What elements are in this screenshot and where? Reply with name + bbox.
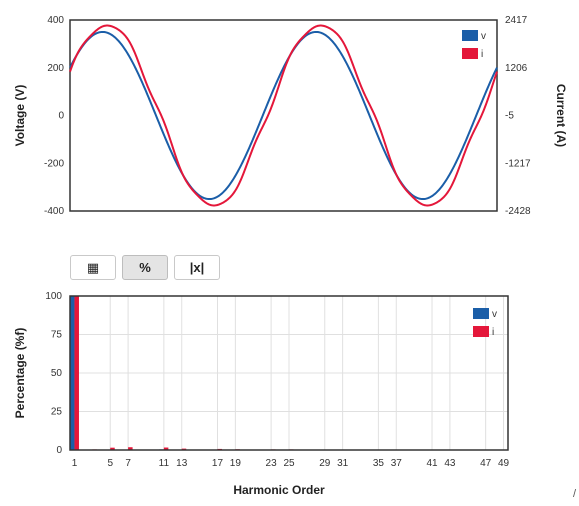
legend-label-v: v (481, 31, 486, 42)
y-tick-label: 25 (51, 407, 63, 418)
y-tick-label: 200 (47, 63, 64, 74)
absolute-view-button[interactable]: |x| (174, 255, 220, 280)
x-tick-label: 43 (444, 458, 456, 469)
x-tick-label: 25 (283, 458, 295, 469)
y2-tick-label: -5 (505, 111, 514, 122)
legend-swatch-i (473, 326, 489, 337)
y2-tick-label: -1217 (505, 158, 531, 169)
x-tick-label: 13 (176, 458, 188, 469)
y-tick-label: 0 (58, 111, 64, 122)
legend-swatch-v (473, 308, 489, 319)
percent-icon: % (139, 260, 151, 275)
y-tick-label: 75 (51, 330, 63, 341)
plot-frame (69, 295, 509, 451)
table-icon: ▦ (86, 259, 100, 275)
series-line-v (69, 30, 498, 201)
y-axis-title: Percentage (%f) (13, 328, 27, 419)
x-tick-label: 1 (72, 458, 78, 469)
x-tick-label: 47 (480, 458, 492, 469)
x-tick-label: 35 (373, 458, 385, 469)
y2-tick-label: 2417 (505, 15, 528, 26)
x-tick-label: 31 (337, 458, 349, 469)
absolute-value-icon: |x| (189, 260, 205, 275)
x-tick-label: 37 (391, 458, 403, 469)
x-tick-label: 29 (319, 458, 331, 469)
legend-swatch-v (462, 30, 478, 41)
x-tick-label: 11 (159, 458, 170, 469)
series-line-i (69, 24, 498, 207)
legend-label-v: v (492, 309, 497, 320)
y-tick-label: -400 (44, 206, 64, 217)
y2-axis-title: Current (A) (554, 84, 568, 147)
x-tick-label: 19 (230, 458, 242, 469)
legend-swatch-i (462, 48, 478, 59)
harmonics-chart: 100 75 50 25 01 5 7 11 13 17 19 23 25 29 31 35 37 41 43 47 4… (13, 291, 510, 497)
corner-mark: / (573, 488, 577, 500)
y-tick-label: 400 (47, 15, 64, 26)
x-tick-label: 7 (125, 458, 131, 469)
percent-view-button[interactable]: % (122, 255, 168, 280)
bar-i-h1 (74, 296, 79, 450)
plot-frame (69, 19, 498, 212)
y-tick-label: 100 (45, 291, 62, 302)
x-tick-label: 5 (107, 458, 113, 469)
x-tick-label: 17 (212, 458, 224, 469)
legend-label-i: i (492, 327, 494, 338)
bar-i-h7 (128, 447, 133, 450)
bar-i-h11 (163, 447, 169, 450)
waveform-chart: 400 200 0 -200 -400 2417 1206 -5 -1217 -2428 Volta… (13, 15, 568, 217)
table-view-button[interactable]: ▦ (70, 255, 116, 280)
bar-i-h5 (110, 447, 115, 450)
y-tick-label: 0 (56, 445, 62, 456)
x-axis-title: Harmonic Order (233, 483, 325, 497)
x-tick-label: 49 (498, 458, 510, 469)
legend-label-i: i (481, 49, 483, 60)
y-tick-label: -200 (44, 158, 64, 169)
y2-tick-label: 1206 (505, 63, 528, 74)
x-tick-label: 41 (426, 458, 438, 469)
harmonics-toolbar: ▦ % |x| (70, 255, 220, 280)
y-axis-title: Voltage (V) (13, 85, 27, 147)
y-tick-label: 50 (51, 368, 63, 379)
bar-v-h1 (69, 296, 75, 450)
y2-tick-label: -2428 (505, 206, 531, 217)
x-tick-label: 23 (266, 458, 278, 469)
